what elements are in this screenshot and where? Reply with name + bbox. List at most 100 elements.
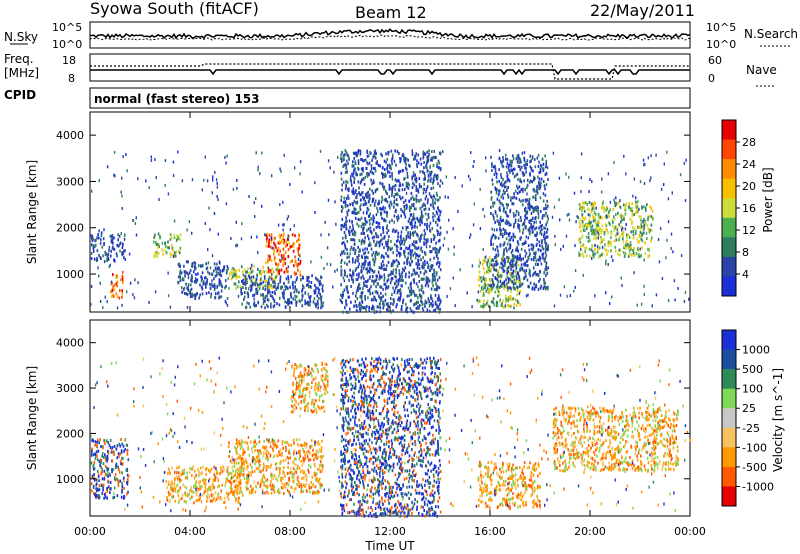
heatmap-cell bbox=[519, 157, 522, 161]
heatmap-cell bbox=[342, 310, 344, 314]
heatmap-cell bbox=[650, 228, 653, 232]
heatmap-cell bbox=[407, 286, 410, 290]
heatmap-cell bbox=[381, 166, 384, 170]
heatmap-cell bbox=[402, 226, 404, 230]
heatmap-cell bbox=[101, 470, 103, 474]
heatmap-cell bbox=[381, 237, 383, 241]
heatmap-cell bbox=[507, 288, 509, 292]
heatmap-cell bbox=[349, 307, 351, 311]
heatmap-cell bbox=[117, 465, 119, 469]
heatmap-cell bbox=[374, 298, 376, 301]
heatmap-cell bbox=[399, 156, 401, 160]
heatmap-cell bbox=[269, 445, 272, 449]
heatmap-cell bbox=[210, 283, 212, 286]
heatmap-cell bbox=[406, 310, 408, 314]
heatmap-cell bbox=[236, 186, 238, 190]
heatmap-cell bbox=[481, 286, 483, 290]
heatmap-cell bbox=[642, 229, 645, 233]
heatmap-cell bbox=[216, 284, 219, 288]
heatmap-cell bbox=[383, 210, 386, 214]
heatmap-cell bbox=[633, 271, 635, 275]
heatmap-cell bbox=[116, 494, 119, 498]
heatmap-cell bbox=[260, 481, 263, 485]
heatmap-cell bbox=[609, 302, 611, 305]
heatmap-cell bbox=[299, 259, 302, 263]
heatmap-cell bbox=[267, 260, 269, 264]
heatmap-cell bbox=[502, 178, 504, 181]
heatmap-cell bbox=[605, 205, 608, 209]
heatmap-cell bbox=[506, 249, 508, 253]
heatmap-cell bbox=[235, 489, 237, 492]
heatmap-cell bbox=[499, 182, 502, 186]
heatmap-cell bbox=[623, 244, 626, 248]
heatmap-cell bbox=[107, 451, 110, 455]
heatmap-cell bbox=[432, 212, 434, 215]
heatmap-cell bbox=[177, 236, 179, 240]
heatmap-cell bbox=[404, 239, 406, 243]
heatmap-cell bbox=[512, 257, 515, 261]
heatmap-cell bbox=[397, 251, 400, 255]
heatmap-cell bbox=[393, 159, 396, 163]
heatmap-cell bbox=[609, 223, 611, 227]
heatmap-cell bbox=[362, 203, 365, 207]
heatmap-cell bbox=[357, 210, 360, 214]
heatmap-cell bbox=[360, 269, 362, 273]
heatmap-cell bbox=[518, 278, 521, 281]
heatmap-cell bbox=[377, 240, 380, 244]
heatmap-cell bbox=[257, 168, 259, 172]
heatmap-cell bbox=[397, 282, 400, 286]
heatmap-cell bbox=[382, 294, 384, 298]
heatmap-cell bbox=[175, 475, 178, 479]
heatmap-cell bbox=[204, 482, 207, 486]
heatmap-cell bbox=[279, 453, 281, 457]
heatmap-cell bbox=[636, 237, 639, 241]
heatmap-cell bbox=[416, 159, 418, 163]
heatmap-cell bbox=[503, 257, 506, 261]
heatmap-cell bbox=[132, 293, 134, 297]
heatmap-cell bbox=[215, 267, 217, 271]
heatmap-cell bbox=[380, 211, 382, 215]
heatmap-cell bbox=[614, 245, 617, 249]
heatmap-cell bbox=[249, 284, 252, 288]
heatmap-cell bbox=[391, 174, 393, 178]
heatmap-cell bbox=[502, 196, 505, 200]
heatmap-cell bbox=[361, 306, 363, 310]
heatmap-cell bbox=[376, 160, 378, 164]
heatmap-cell bbox=[273, 251, 275, 254]
heatmap-cell bbox=[477, 290, 479, 294]
heatmap-cell bbox=[642, 231, 645, 235]
heatmap-cell bbox=[625, 202, 628, 206]
heatmap-cell bbox=[381, 171, 383, 175]
heatmap-cell bbox=[282, 258, 284, 262]
heatmap-cell bbox=[520, 165, 523, 169]
heatmap-cell bbox=[497, 294, 499, 298]
heatmap-cell bbox=[512, 167, 515, 171]
heatmap-cell bbox=[343, 224, 346, 228]
heatmap-cell bbox=[296, 276, 298, 280]
heatmap-cell bbox=[137, 177, 139, 181]
heatmap-cell bbox=[380, 200, 383, 204]
heatmap-cell bbox=[227, 492, 230, 496]
heatmap-cell bbox=[340, 260, 342, 264]
heatmap-cell bbox=[364, 262, 366, 266]
heatmap-cell bbox=[206, 280, 208, 284]
heatmap-cell bbox=[420, 248, 422, 252]
heatmap-cell bbox=[607, 240, 610, 244]
heatmap-cell bbox=[240, 472, 242, 476]
heatmap-cell bbox=[489, 262, 491, 266]
heatmap-cell bbox=[588, 190, 590, 194]
heatmap-cell bbox=[409, 209, 411, 212]
heatmap-cell bbox=[402, 237, 405, 241]
heatmap-cell bbox=[157, 251, 160, 255]
heatmap-cell bbox=[526, 159, 529, 163]
heatmap-cell bbox=[340, 198, 342, 202]
heatmap-cell bbox=[439, 196, 441, 200]
heatmap-cell bbox=[310, 439, 313, 443]
heatmap-cell bbox=[352, 278, 354, 282]
heatmap-cell bbox=[592, 250, 594, 254]
heatmap-cell bbox=[196, 278, 198, 282]
heatmap-cell bbox=[605, 248, 607, 252]
heatmap-cell bbox=[502, 251, 505, 255]
heatmap-cell bbox=[403, 211, 405, 214]
heatmap-cell bbox=[361, 158, 363, 162]
